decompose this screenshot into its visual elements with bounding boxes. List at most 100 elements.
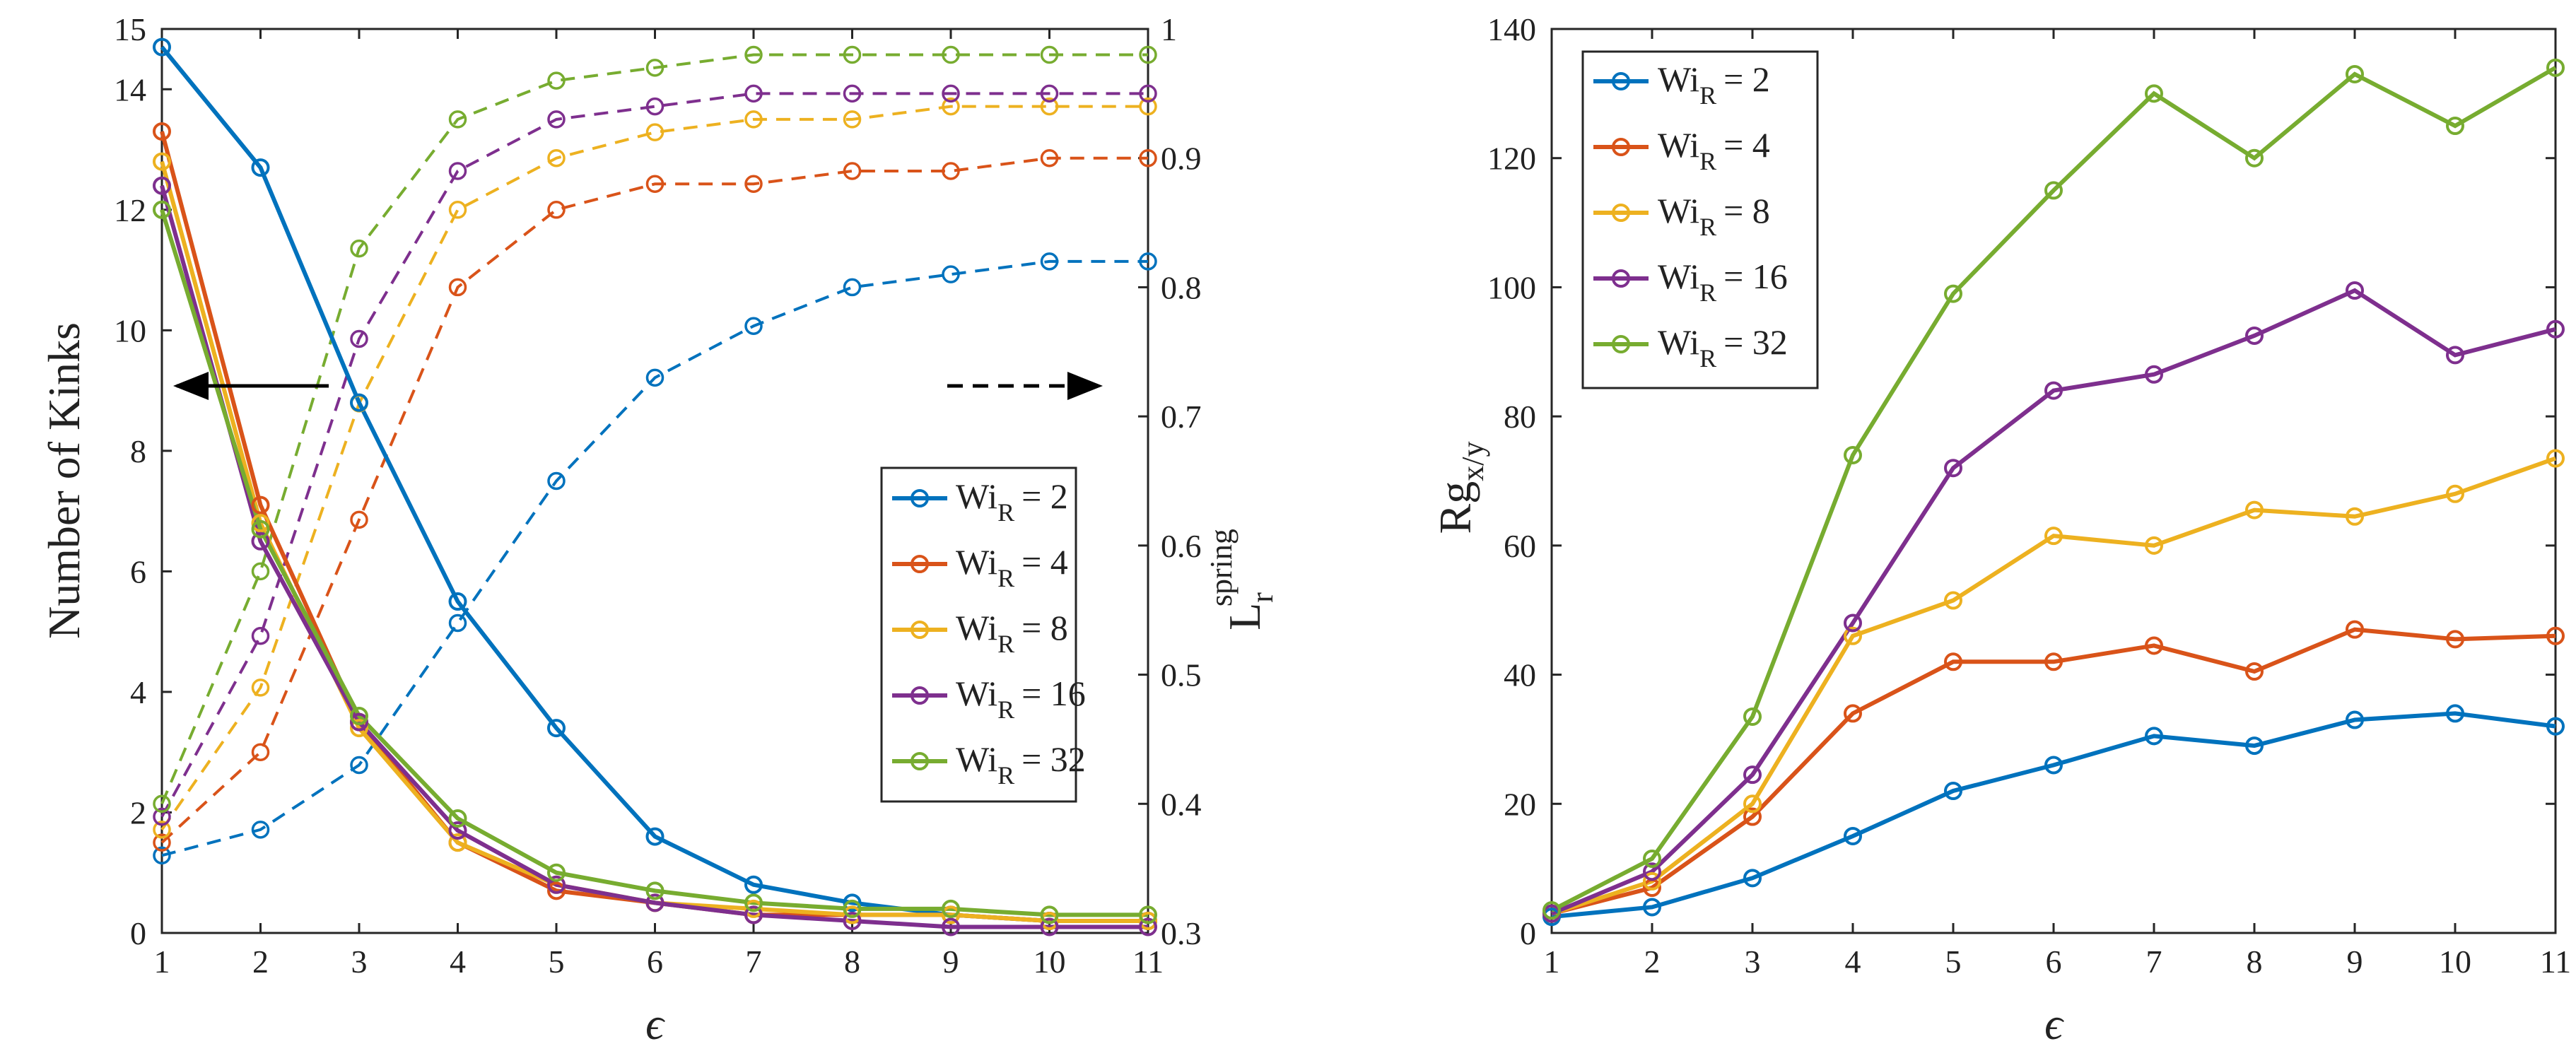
left-spring-point <box>251 821 270 839</box>
left-kinks-point <box>153 122 171 141</box>
left-spring-point <box>547 201 566 219</box>
left-spring-point <box>153 821 171 839</box>
right-chart-line <box>1550 288 2556 916</box>
right-legend-marker <box>1612 138 1630 156</box>
left-spring-point <box>645 175 665 194</box>
right-chart-point <box>2346 620 2364 639</box>
left-spring-point <box>744 45 763 64</box>
left-spring-point <box>153 794 171 814</box>
left-kinks-point <box>448 821 467 840</box>
right-chart-x-tick-label: 8 <box>2247 944 2263 980</box>
right-chart-point <box>1643 871 1661 891</box>
left-spring-point <box>645 123 665 141</box>
legend-label-value: = 4 <box>1021 542 1068 582</box>
right-chart-y-tick-label: 120 <box>1487 141 1536 177</box>
left-kinks-point <box>645 827 665 846</box>
right-chart-x-axis-label: ϵ <box>2044 999 2064 1049</box>
right-y-axis-label-subscript: r <box>1245 592 1280 603</box>
right-chart-point <box>2346 281 2364 300</box>
legend-label-prefix: Wi <box>1658 191 1699 230</box>
left-kinks-point <box>744 893 763 912</box>
left-spring-point <box>251 679 270 697</box>
left-spring-line <box>160 53 1148 805</box>
right-chart-point <box>2546 626 2565 645</box>
legend-label-value: = 8 <box>1723 191 1770 230</box>
right-chart-x-tick-label: 3 <box>1745 944 1761 980</box>
left-x-tick-label: 8 <box>844 944 860 980</box>
legend-label-value: = 2 <box>1723 59 1770 99</box>
right-chart-line <box>1551 711 2556 920</box>
left-spring-point <box>843 162 862 180</box>
right-axis-tick-label: 0.5 <box>1161 657 1202 693</box>
right-chart-y-axis-label: Rgx/y <box>1430 442 1490 534</box>
left-legend-label: WiR = 8 <box>956 608 1068 658</box>
right-chart-point <box>2044 756 2063 775</box>
left-kinks-point <box>645 893 665 912</box>
left-spring-point <box>645 97 665 116</box>
legend-label-subscript: R <box>1699 147 1716 175</box>
left-y-tick-label: 14 <box>114 71 146 107</box>
left-spring-line <box>161 259 1148 857</box>
right-series-lines <box>1550 66 2557 920</box>
right-chart-point <box>2245 736 2264 756</box>
left-y-tick-label: 8 <box>130 433 146 469</box>
left-spring-point <box>448 613 467 633</box>
right-chart-y-tick-label: 140 <box>1487 11 1536 47</box>
left-series-markers <box>153 37 1157 936</box>
left-spring-point <box>1040 97 1059 116</box>
right-axis-tick-label: 1 <box>1161 11 1177 47</box>
left-legend-label: WiR = 32 <box>956 739 1086 789</box>
right-chart-x-tick-label: 7 <box>2146 944 2162 980</box>
right-chart-point <box>1743 765 1762 785</box>
right-chart-point <box>1844 626 1862 645</box>
right-chart-point <box>2044 652 2063 671</box>
right-chart-point <box>1844 704 1862 723</box>
left-legend-marker <box>911 686 929 705</box>
legend-label-prefix: Wi <box>1658 59 1699 99</box>
left-legend-label: WiR = 16 <box>956 674 1086 724</box>
right-chart-x-tick-label: 10 <box>2439 944 2471 980</box>
left-spring-point <box>350 756 368 775</box>
left-x-tick-label: 11 <box>1132 944 1164 980</box>
right-legend-marker <box>1612 204 1630 222</box>
legend-label-prefix: Wi <box>1658 257 1699 296</box>
legend-label-subscript: R <box>997 564 1014 592</box>
right-axis-tick-label: 0.8 <box>1161 269 1202 305</box>
left-kinks-point <box>1040 917 1059 936</box>
right-legend-marker <box>1612 335 1630 353</box>
left-kinks-point <box>251 495 270 515</box>
left-kinks-point <box>547 881 566 900</box>
left-kinks-point <box>350 707 368 726</box>
left-spring-point <box>645 59 665 77</box>
left-spring-point <box>251 627 270 645</box>
left-axis-ticks: 1 2 3 4 5 6 7 8 9 10 1102468101214150.30.40.50.60.… <box>114 11 1202 980</box>
left-spring-point <box>547 71 566 90</box>
left-spring-point <box>942 45 960 64</box>
left-spring-point <box>1139 97 1157 116</box>
right-chart-point <box>2245 148 2264 168</box>
right-chart-point <box>2044 181 2063 200</box>
left-spring-point <box>251 743 270 761</box>
left-x-tick-label: 3 <box>351 944 368 980</box>
left-spring-point <box>448 162 467 180</box>
legend-label-subscript: R <box>1699 344 1716 372</box>
left-kinks-line <box>160 184 1148 929</box>
right-legend-marker <box>1612 72 1630 90</box>
right-chart-point <box>2145 536 2163 555</box>
left-kinks-point <box>1139 917 1157 936</box>
left-x-tick-label: 10 <box>1034 944 1066 980</box>
left-kinks-point <box>843 899 862 918</box>
legend-label-value: = 4 <box>1723 125 1770 165</box>
right-chart-point <box>2546 449 2565 468</box>
right-chart-point <box>1743 794 1762 814</box>
right-chart-point <box>1944 591 1962 610</box>
left-kinks-point <box>645 881 665 900</box>
left-spring-point <box>843 45 862 64</box>
left-kinks-point <box>547 863 566 882</box>
left-spring-point <box>942 97 960 116</box>
left-spring-point <box>448 201 467 219</box>
left-x-tick-label: 7 <box>746 944 762 980</box>
left-legend-marker <box>911 489 929 507</box>
